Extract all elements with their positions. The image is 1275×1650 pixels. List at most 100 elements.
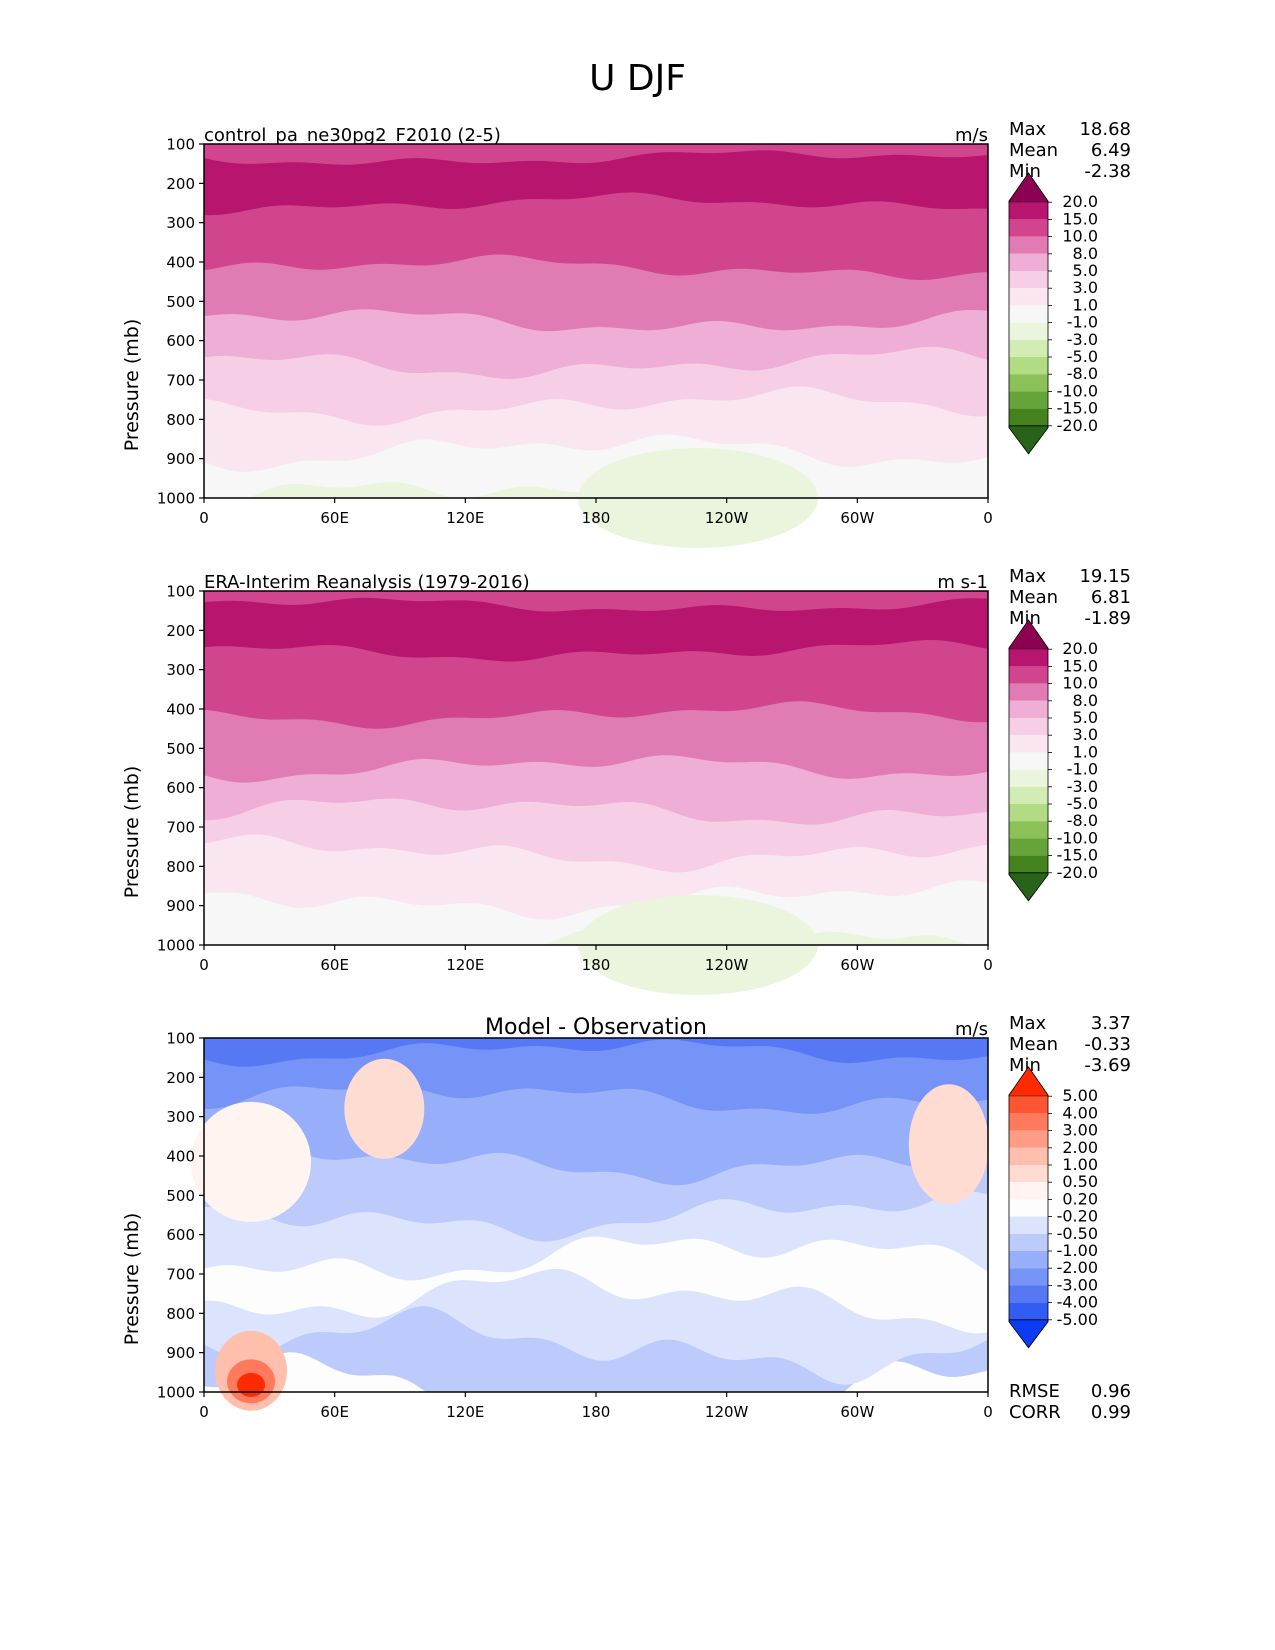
colorbar-segment: [1009, 786, 1048, 804]
colorbar-label: 3.0: [1073, 725, 1098, 744]
colorbar-segment: [1008, 425, 1049, 455]
x-tick-label: 60E: [320, 509, 349, 527]
y-tick-label: 800: [166, 411, 195, 429]
colorbar-segment: [1009, 821, 1048, 839]
y-tick-label: 800: [166, 1305, 195, 1323]
y-tick-label: 300: [166, 1108, 195, 1126]
colorbar-segment: [1009, 408, 1048, 426]
colorbar-label: 8.0: [1073, 691, 1098, 710]
colorbar-label: 8.0: [1073, 244, 1098, 263]
stat-max-label: Max: [1009, 1013, 1047, 1034]
y-tick-label: 300: [166, 661, 195, 679]
stats-block: Max 3.37 Mean -0.33 Min -3.69: [1009, 1013, 1131, 1076]
stat-mean-label: Mean: [1009, 140, 1059, 161]
x-axis: 0 60E 120E 180 120W 60W 0: [199, 945, 993, 974]
colorbar-segment: [1009, 357, 1048, 375]
colorbar: 5.004.003.002.001.000.500.20-0.20-0.50-1…: [1008, 1066, 1098, 1349]
y-tick-label: 700: [166, 372, 195, 390]
chart-panel-1: control_pa_ne30pg2_F2010 (2-5) m/s Max 18.6…: [0, 103, 1275, 583]
colorbar-label: -5.0: [1067, 347, 1098, 366]
colorbar-label: -20.0: [1057, 416, 1098, 435]
stat-corr: CORR 0.99: [1009, 1402, 1131, 1423]
colorbar-segment: [1008, 172, 1049, 203]
x-axis: 0 60E 120E 180 120W 60W 0: [199, 498, 993, 527]
y-tick-label: 1000: [157, 490, 195, 508]
x-tick-label: 180: [582, 509, 611, 527]
stat-min: Min -1.89: [1009, 608, 1131, 629]
stat-mean: Mean -0.33: [1009, 1034, 1131, 1055]
colorbar-label: 5.0: [1073, 708, 1098, 727]
colorbar-label: 1.00: [1062, 1155, 1098, 1174]
contour-band: [204, 1038, 988, 1114]
colorbar-label: 3.00: [1062, 1121, 1098, 1140]
x-tick-label: 120E: [446, 509, 484, 527]
colorbar-label: -4.00: [1057, 1293, 1098, 1312]
stat-max: Max 18.68: [1009, 119, 1131, 140]
colorbar-label: -1.0: [1067, 760, 1098, 779]
y-tick-label: 400: [166, 701, 195, 719]
contour-field: [204, 591, 988, 995]
stat-rmse: RMSE 0.96: [1009, 1381, 1131, 1402]
colorbar-label: -2.00: [1057, 1258, 1098, 1277]
y-tick-label: 100: [166, 1030, 195, 1048]
x-tick-label: 60W: [840, 509, 874, 527]
colorbar-label: 0.50: [1062, 1172, 1098, 1191]
colorbar-label: -10.0: [1057, 828, 1098, 847]
anomaly-blob: [344, 1058, 425, 1159]
stat-mean: Mean 6.49: [1009, 140, 1131, 161]
colorbar-segment: [1009, 1096, 1048, 1114]
contour-band: [204, 144, 988, 216]
contour-field: [204, 144, 988, 548]
colorbar-label: -15.0: [1057, 399, 1098, 418]
colorbar-label: 3.0: [1073, 278, 1098, 297]
colorbar-label: -0.50: [1057, 1224, 1098, 1243]
colorbar-segment: [1008, 1319, 1049, 1349]
y-tick-label: 600: [166, 779, 195, 797]
colorbar-label: -3.0: [1067, 777, 1098, 796]
colorbar-label: 20.0: [1062, 192, 1098, 211]
contour-band: [204, 144, 988, 165]
colorbar-segment: [1009, 288, 1048, 306]
colorbar-label: 20.0: [1062, 639, 1098, 658]
y-tick-label: 800: [166, 858, 195, 876]
stat-rmse-label: RMSE: [1009, 1381, 1060, 1402]
chart-title: Model - Observation: [485, 1015, 707, 1040]
colorbar-segment: [1009, 271, 1048, 289]
stat-max-label: Max: [1009, 119, 1047, 140]
stat-rmse-value: 0.96: [1090, 1381, 1131, 1402]
chart-title: control_pa_ne30pg2_F2010 (2-5): [204, 125, 501, 146]
colorbar-segment: [1008, 619, 1049, 650]
x-tick-label: 60W: [840, 1403, 874, 1421]
y-tick-label: 900: [166, 897, 195, 915]
stat-mean: Mean 6.81: [1009, 587, 1131, 608]
colorbar-label: 0.20: [1062, 1189, 1098, 1208]
extra-stats-block: RMSE 0.96 CORR 0.99: [1009, 1381, 1131, 1423]
x-tick-label: 180: [582, 956, 611, 974]
x-tick-label: 120W: [705, 1403, 749, 1421]
stat-min-label: Min: [1009, 1055, 1041, 1076]
colorbar-segment: [1009, 752, 1048, 770]
colorbar-segment: [1009, 1302, 1048, 1320]
contour-field: [191, 1038, 989, 1411]
x-tick-label: 0: [199, 956, 209, 974]
x-tick-label: 60E: [320, 956, 349, 974]
stat-mean-value: -0.33: [1084, 1034, 1131, 1055]
colorbar-segment: [1009, 391, 1048, 409]
stat-max: Max 3.37: [1009, 1013, 1131, 1034]
stat-max: Max 19.15: [1009, 566, 1131, 587]
colorbar-segment: [1009, 1130, 1048, 1148]
colorbar-label: -5.0: [1067, 794, 1098, 813]
y-tick-label: 600: [166, 1226, 195, 1244]
stat-mean-value: 6.49: [1090, 140, 1131, 161]
colorbar-label: -1.0: [1067, 313, 1098, 332]
anomaly-blob: [191, 1101, 312, 1222]
y-tick-label: 500: [166, 293, 195, 311]
stat-max-value: 18.68: [1079, 119, 1131, 140]
chart-panel-3: Model - Observation m/s Max 3.37 Mean -0.33 Mi…: [0, 997, 1275, 1477]
colorbar-segment: [1009, 236, 1048, 254]
colorbar: 20.015.010.08.05.03.01.0-1.0-3.0-5.0-8.0…: [1008, 172, 1098, 455]
y-tick-label: 700: [166, 819, 195, 837]
x-tick-label: 120W: [705, 956, 749, 974]
x-tick-label: 180: [582, 1403, 611, 1421]
